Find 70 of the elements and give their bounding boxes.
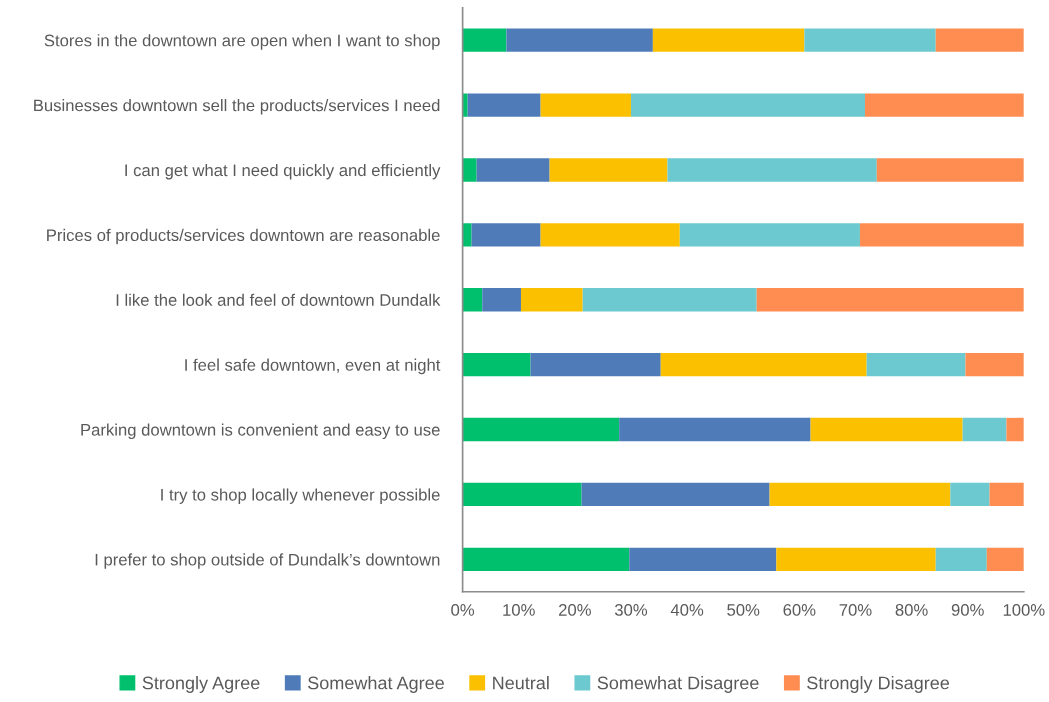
bar [462, 547, 630, 572]
y-tick-label: I try to shop locally whenever possible [161, 488, 440, 504]
legend-label: Strongly Agree [142, 676, 260, 693]
bar [660, 352, 867, 377]
x-tick-label: 10% [503, 604, 535, 616]
bar [629, 547, 777, 572]
bar [804, 28, 936, 52]
bar [462, 158, 477, 182]
bar [776, 547, 936, 572]
bar [482, 288, 521, 312]
bar [462, 482, 582, 507]
bar [467, 93, 541, 117]
x-tick-label: 100% [1003, 604, 1045, 616]
bar [667, 158, 877, 182]
legend-label: Somewhat Agree [308, 676, 444, 693]
bar [935, 547, 987, 572]
x-tick-label: 40% [670, 604, 704, 616]
x-tick-label: 0% [451, 604, 475, 616]
bar [462, 93, 468, 117]
bar [866, 352, 966, 377]
y-tick-label: Businesses downtown sell the products/services I need [34, 99, 440, 115]
bar [965, 352, 1024, 377]
x-tick-label: 30% [614, 604, 648, 616]
bar [619, 417, 811, 442]
bar [462, 223, 472, 247]
bar [581, 482, 770, 507]
bar [520, 288, 583, 312]
bar [859, 223, 1024, 247]
bar [506, 28, 653, 52]
bar [756, 288, 1024, 312]
bar [471, 223, 541, 247]
x-tick-label: 60% [783, 604, 816, 616]
bar [769, 482, 951, 507]
legend-label: Somewhat Disagree [597, 676, 759, 693]
bar [989, 482, 1024, 507]
bar [530, 352, 661, 377]
bar [540, 223, 680, 247]
bar [462, 417, 620, 442]
y-tick-label: Prices of products/services downtown are reasonable [47, 228, 440, 245]
bar [962, 417, 1007, 442]
bar [582, 288, 757, 312]
bar [540, 93, 631, 117]
bar [950, 482, 990, 507]
bar [1006, 417, 1024, 442]
bar [679, 223, 860, 247]
bar [935, 28, 1024, 52]
x-tick-label: 70% [839, 604, 872, 616]
bar [549, 158, 668, 182]
bar [986, 547, 1024, 572]
y-tick-label: Stores in the downtown are open when I want to shop [44, 34, 440, 50]
bar [630, 93, 865, 117]
bar [476, 158, 550, 182]
bar [876, 158, 1024, 182]
bar [865, 93, 1024, 117]
bar [462, 288, 483, 312]
legend-label: Neutral [493, 676, 549, 690]
bar [462, 28, 507, 52]
y-tick-label: I feel safe downtown, even at night [185, 358, 441, 375]
y-tick-label: Parking downtown is convenient and easy to use [81, 423, 440, 440]
x-tick-label: 20% [559, 604, 591, 616]
bar [810, 417, 963, 442]
x-tick-label: 50% [727, 604, 760, 616]
x-tick-label: 80% [895, 604, 928, 616]
y-tick-label: I prefer to shop outside of Dundalk’s downtown [95, 553, 440, 569]
y-tick-label: I can get what I need quickly and efficiently [125, 163, 441, 180]
x-tick-label: 90% [951, 604, 984, 616]
y-tick-label: I like the look and feel of downtown Dundalk [116, 293, 441, 306]
bar [462, 352, 531, 377]
legend-label: Strongly Disagree [807, 676, 950, 693]
bar [652, 28, 805, 52]
